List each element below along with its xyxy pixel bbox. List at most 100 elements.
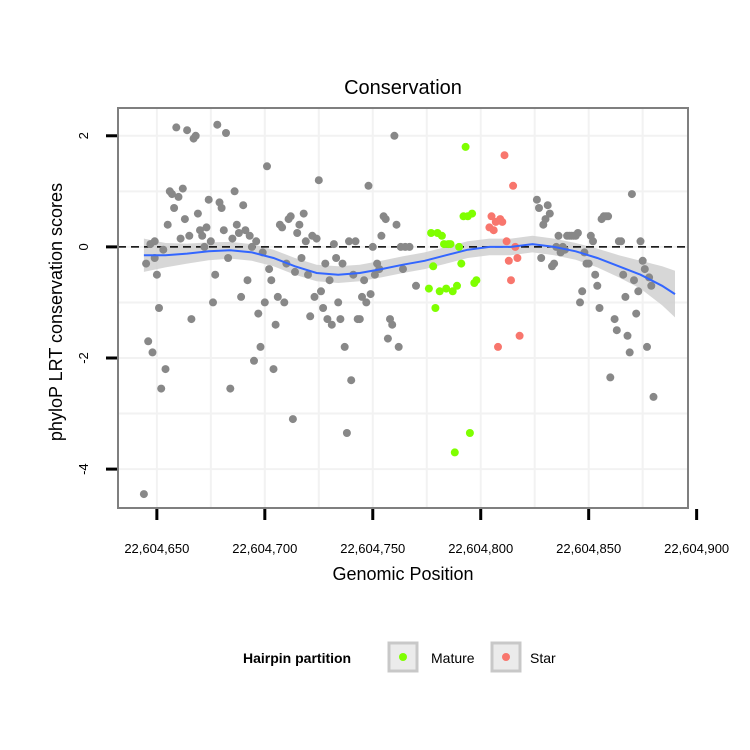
point-other [183, 126, 192, 135]
point-other [219, 226, 228, 235]
point-other [144, 337, 153, 346]
point-other [172, 123, 181, 132]
point-other [329, 240, 338, 249]
point-other [535, 204, 543, 212]
point-other [254, 309, 263, 318]
point-other [573, 229, 582, 237]
point-other [178, 184, 187, 193]
point-other [640, 265, 649, 274]
x-tick-label: 22,604,900 [664, 541, 729, 556]
y-tick-label: 0 [76, 243, 91, 250]
point-other [209, 298, 217, 307]
legend-label-mature: Mature [431, 650, 475, 666]
point-other [649, 392, 658, 401]
point-other [256, 342, 265, 351]
point-other [224, 254, 233, 262]
point-other [576, 298, 584, 307]
point-other [370, 270, 379, 279]
point-other [358, 292, 366, 301]
point-other [159, 245, 168, 254]
point-other [200, 242, 209, 251]
point-other [301, 237, 310, 246]
point-mature [468, 209, 477, 218]
point-other [291, 267, 299, 276]
point-other [187, 315, 196, 324]
plot-panel [118, 108, 688, 508]
point-other [336, 315, 345, 324]
point-other [340, 342, 349, 351]
point-other [388, 320, 397, 329]
point-other [360, 276, 369, 285]
point-other [176, 234, 185, 243]
point-other [595, 304, 604, 312]
point-other [191, 131, 200, 140]
point-other [355, 315, 364, 324]
point-other [234, 229, 243, 237]
point-other [314, 176, 323, 185]
point-other [621, 292, 630, 301]
point-mature [424, 284, 433, 293]
point-other [593, 281, 602, 290]
point-other [232, 220, 241, 229]
point-other [226, 384, 235, 393]
point-star [513, 254, 522, 262]
point-other [368, 242, 377, 251]
point-other [334, 298, 343, 307]
confidence-band-group [143, 235, 675, 318]
point-other [399, 265, 407, 274]
point-other [306, 312, 315, 321]
point-other [319, 304, 328, 312]
point-other [392, 220, 401, 229]
point-other [185, 231, 194, 240]
point-other [617, 237, 626, 246]
point-other [537, 254, 546, 262]
point-other [312, 234, 321, 243]
point-other [273, 292, 282, 301]
point-mature [429, 262, 438, 271]
point-other [627, 190, 636, 199]
point-other [139, 490, 148, 499]
point-mature [472, 276, 481, 285]
point-other [198, 231, 207, 240]
point-other [643, 342, 651, 351]
point-mature [446, 240, 455, 249]
point-other [152, 270, 161, 279]
point-other [271, 320, 280, 329]
point-other [347, 376, 356, 385]
point-other [541, 215, 550, 224]
point-other [142, 259, 151, 268]
legend: Hairpin partition Mature Star [243, 641, 556, 673]
point-mature [431, 304, 440, 312]
point-mature [450, 448, 459, 457]
point-other [168, 190, 176, 199]
x-tick-label: 22,604,800 [448, 541, 513, 556]
point-other [390, 131, 399, 140]
point-other [247, 242, 256, 251]
legend-mature-dot-icon [399, 653, 407, 661]
point-other [310, 292, 319, 301]
point-other [202, 223, 211, 232]
point-other [554, 231, 563, 240]
point-other [619, 270, 628, 279]
point-other [250, 356, 258, 365]
panel-border [117, 107, 689, 509]
legend-key-star [490, 641, 522, 673]
confidence-band [143, 235, 675, 318]
point-other [325, 276, 334, 285]
other-points [139, 120, 658, 499]
point-other [405, 242, 414, 251]
mature-points [424, 142, 481, 457]
point-star [498, 217, 507, 226]
chart-title: Conservation [344, 77, 462, 99]
point-other [286, 212, 295, 221]
point-mature [453, 281, 461, 290]
point-other [543, 201, 552, 210]
point-other [332, 254, 341, 262]
point-other [366, 290, 375, 299]
point-star [502, 237, 511, 246]
star-points [485, 151, 524, 351]
point-other [532, 195, 541, 204]
point-mature [457, 259, 466, 268]
point-mature [435, 287, 444, 296]
smooth-line [143, 243, 676, 295]
